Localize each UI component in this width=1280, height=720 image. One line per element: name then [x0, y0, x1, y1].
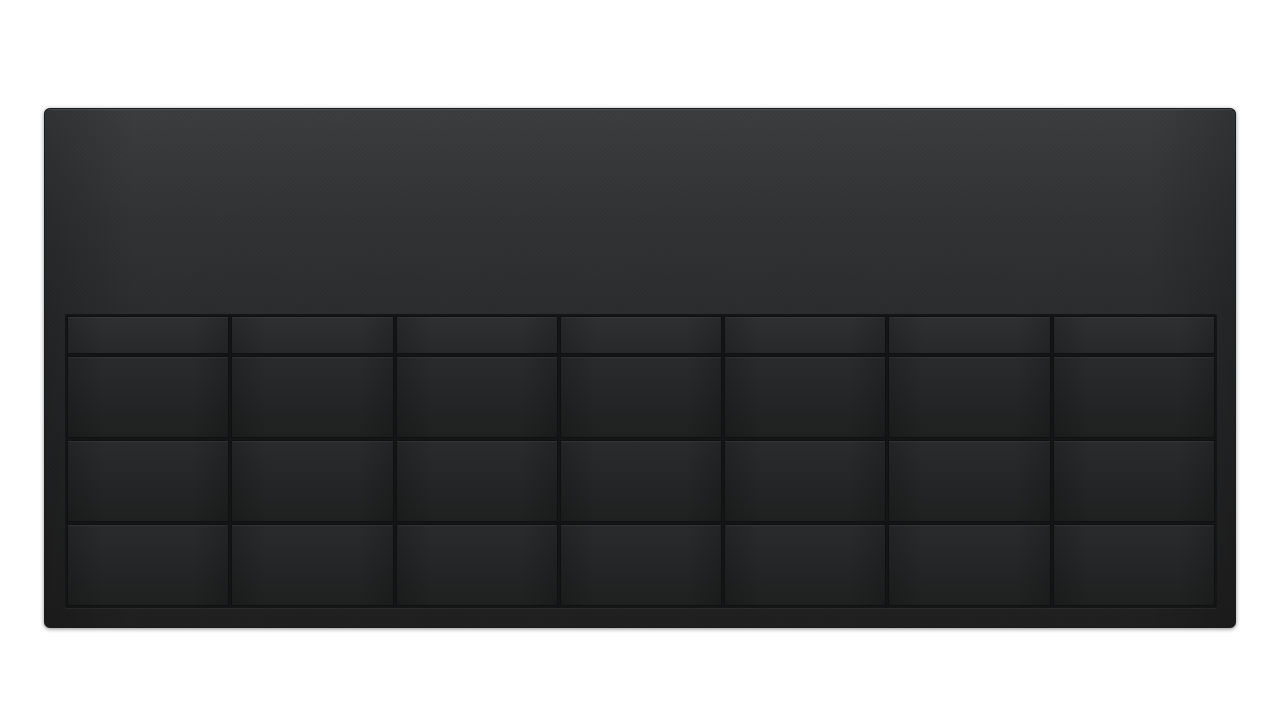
day-cell[interactable] [395, 524, 558, 606]
weekday-header [724, 316, 887, 354]
weekday-header [395, 316, 558, 354]
day-cell[interactable] [559, 440, 723, 522]
day-cell[interactable] [231, 356, 394, 438]
day-cell[interactable] [559, 356, 723, 438]
day-cell[interactable] [724, 440, 887, 522]
day-cell[interactable] [1052, 524, 1215, 606]
day-cell[interactable] [67, 356, 230, 438]
day-cell[interactable] [559, 524, 723, 606]
calendar-panel [44, 108, 1236, 628]
day-cell[interactable] [888, 356, 1051, 438]
day-cell[interactable] [724, 356, 887, 438]
day-cell[interactable] [1052, 356, 1215, 438]
day-cell[interactable] [67, 524, 230, 606]
day-cell[interactable] [395, 356, 558, 438]
weekday-header [231, 316, 394, 354]
calendar-header [45, 109, 1235, 314]
day-cell[interactable] [888, 524, 1051, 606]
weekday-header [1052, 316, 1215, 354]
day-cell[interactable] [67, 440, 230, 522]
day-cell[interactable] [724, 524, 887, 606]
weekday-header [67, 316, 230, 354]
calendar-grid [65, 314, 1217, 608]
weekday-header [888, 316, 1051, 354]
day-cell[interactable] [231, 440, 394, 522]
weekday-header [559, 316, 723, 354]
day-cell[interactable] [395, 440, 558, 522]
day-cell[interactable] [231, 524, 394, 606]
day-cell[interactable] [888, 440, 1051, 522]
day-cell[interactable] [1052, 440, 1215, 522]
